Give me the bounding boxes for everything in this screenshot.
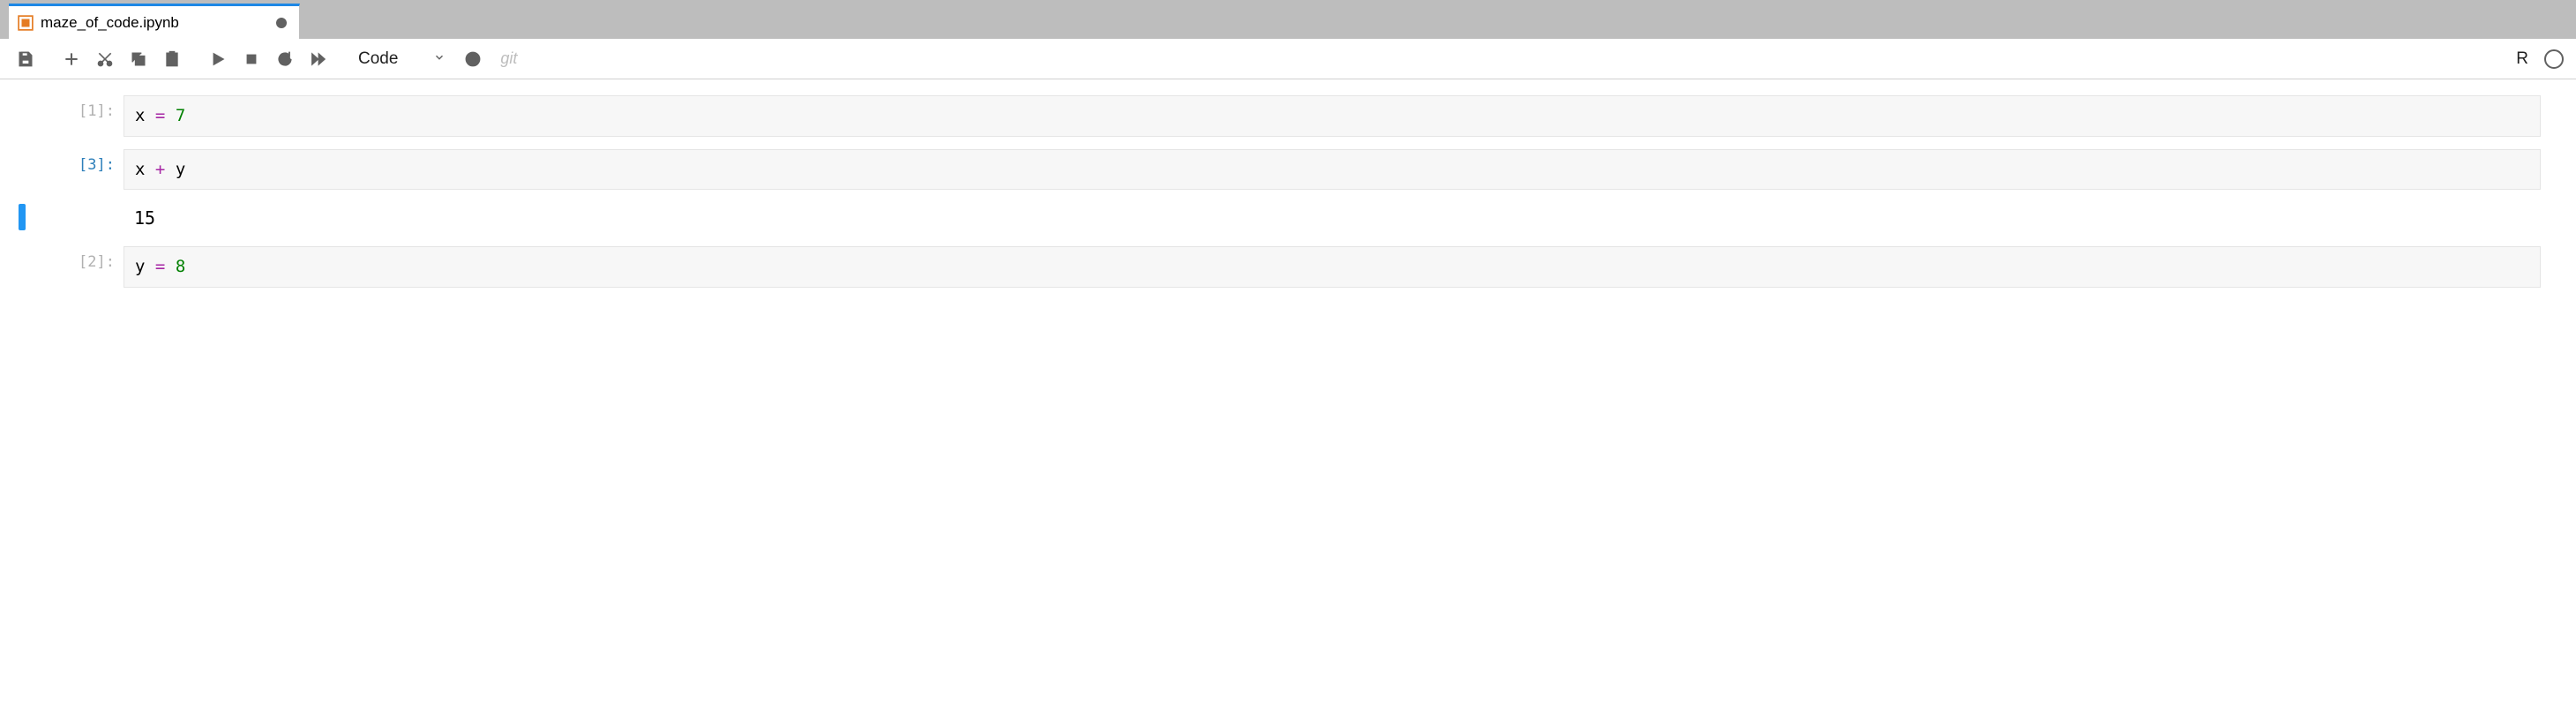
code-input[interactable]: y = 8 bbox=[124, 246, 2541, 288]
cell-gutter bbox=[0, 202, 44, 230]
unsaved-indicator-icon bbox=[276, 18, 287, 28]
tab-bar: maze_of_code.ipynb bbox=[0, 0, 2576, 39]
run-button[interactable] bbox=[205, 46, 231, 72]
chevron-down-icon bbox=[433, 49, 446, 69]
restart-button[interactable] bbox=[272, 46, 298, 72]
notebook-icon bbox=[18, 15, 34, 31]
code-cell[interactable]: [1]:x = 7 bbox=[0, 95, 2576, 137]
code-cell[interactable]: [2]:y = 8 bbox=[0, 246, 2576, 288]
cell-gutter bbox=[0, 246, 44, 248]
cell-output-row: 15 bbox=[0, 202, 2576, 234]
notebook-tab[interactable]: maze_of_code.ipynb bbox=[9, 4, 300, 39]
notebook-cells: [1]:x = 7[3]:x + y15[2]:y = 8 bbox=[0, 79, 2576, 288]
copy-button[interactable] bbox=[125, 46, 152, 72]
output-prompt bbox=[44, 202, 124, 209]
interrupt-button[interactable] bbox=[238, 46, 265, 72]
cell-output: 15 bbox=[124, 202, 2541, 234]
code-input[interactable]: x + y bbox=[124, 149, 2541, 191]
tab-bar-spacer bbox=[300, 0, 2576, 39]
kernel-status-icon[interactable] bbox=[2544, 49, 2564, 69]
cell-type-selector[interactable]: Code bbox=[351, 49, 453, 69]
git-label: git bbox=[500, 49, 517, 68]
cell-gutter bbox=[0, 149, 44, 151]
cell-type-label: Code bbox=[358, 49, 398, 69]
execution-prompt: [2]: bbox=[44, 246, 124, 271]
cell-gutter bbox=[0, 95, 44, 97]
insert-cell-button[interactable] bbox=[58, 46, 85, 72]
kernel-name[interactable]: R bbox=[2516, 49, 2528, 69]
code-input[interactable]: x = 7 bbox=[124, 95, 2541, 137]
checkpoint-button[interactable] bbox=[460, 46, 486, 72]
code-cell[interactable]: [3]:x + y bbox=[0, 149, 2576, 191]
paste-button[interactable] bbox=[159, 46, 185, 72]
cut-button[interactable] bbox=[92, 46, 118, 72]
selection-bar bbox=[19, 204, 26, 230]
notebook-toolbar: Code git R bbox=[0, 39, 2576, 79]
execution-prompt: [3]: bbox=[44, 149, 124, 174]
restart-run-all-button[interactable] bbox=[305, 46, 332, 72]
execution-prompt: [1]: bbox=[44, 95, 124, 120]
save-button[interactable] bbox=[12, 46, 39, 72]
tab-title: maze_of_code.ipynb bbox=[41, 14, 179, 32]
